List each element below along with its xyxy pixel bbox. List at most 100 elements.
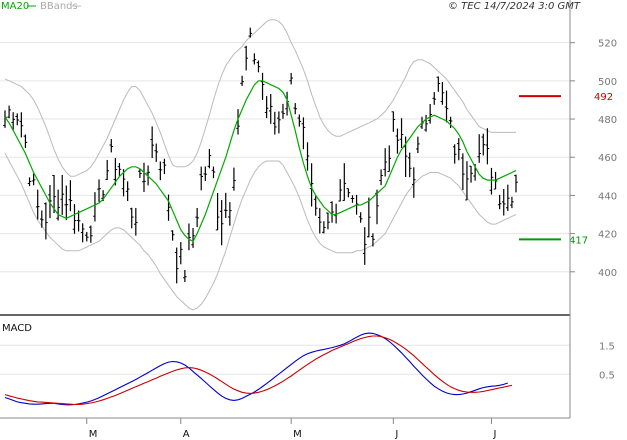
ohlc-bar — [215, 193, 220, 231]
ohlc-bar — [199, 166, 204, 191]
ohlc-bar — [338, 179, 343, 202]
price-tick-label: 440 — [598, 191, 617, 202]
ohlc-bar — [109, 139, 114, 153]
ohlc-bar — [252, 53, 257, 65]
ohlc-bar — [260, 72, 265, 100]
ohlc-bar — [154, 143, 159, 162]
bbands-legend-label: BBands — [40, 1, 78, 12]
ohlc-bar — [76, 210, 81, 232]
ohlc-bar — [387, 145, 392, 172]
ohlc-bar — [228, 202, 232, 226]
ohlc-bar — [68, 180, 73, 212]
support-level-label: 417 — [569, 235, 588, 246]
ohlc-bar — [117, 162, 122, 177]
ohlc-bar — [31, 173, 36, 186]
ohlc-bar — [481, 133, 486, 156]
ohlc-bar — [203, 166, 208, 182]
ohlc-bar — [322, 221, 326, 234]
ohlc-bar — [313, 195, 318, 216]
ohlc-bar — [211, 166, 216, 179]
price-tick-label: 520 — [598, 39, 617, 50]
ohlc-bar — [461, 153, 465, 191]
ohlc-bar — [514, 174, 518, 193]
ohlc-bar — [330, 201, 334, 223]
bband-lower-line — [4, 153, 517, 311]
price-tick-label: 460 — [598, 153, 617, 164]
time-tick-label: J — [394, 429, 398, 440]
ohlc-bar — [424, 114, 428, 132]
ohlc-bar — [342, 163, 347, 201]
ohlc-bar — [80, 223, 85, 243]
ohlc-bar — [129, 207, 134, 229]
signal-line — [4, 335, 513, 406]
ma20-line — [4, 80, 517, 243]
ohlc-bar — [383, 148, 387, 177]
ohlc-bar — [428, 103, 432, 124]
ohlc-bar — [301, 117, 306, 150]
ohlc-bar — [506, 184, 510, 212]
ohlc-bar — [452, 144, 457, 164]
ohlc-bar — [399, 118, 404, 148]
resistance-level-label: 492 — [594, 92, 613, 103]
ohlc-bar — [39, 210, 44, 228]
ohlc-bar — [64, 185, 69, 221]
ohlc-bar — [232, 167, 236, 191]
ohlc-bar — [162, 158, 167, 175]
moving-average — [4, 80, 517, 243]
bollinger-bands — [4, 19, 517, 311]
ohlc-bar — [170, 230, 175, 241]
price-bars — [3, 27, 518, 284]
ohlc-bar — [367, 197, 371, 238]
ohlc-bar — [440, 82, 445, 105]
ohlc-bar — [134, 207, 138, 236]
ohlc-bar — [293, 103, 298, 115]
ohlc-bar — [281, 103, 285, 119]
ohlc-bar — [501, 189, 506, 216]
ohlc-bar — [485, 128, 490, 165]
ohlc-bar — [407, 152, 412, 178]
macd-title: MACD — [2, 323, 32, 334]
ohlc-bar — [444, 90, 449, 123]
ohlc-bar — [48, 185, 52, 219]
ohlc-bar — [150, 126, 154, 159]
ohlc-bar — [277, 111, 281, 134]
ohlc-bar — [379, 169, 383, 186]
macd-lines — [4, 332, 513, 406]
ohlc-bar — [326, 212, 330, 230]
ohlc-bar — [52, 174, 56, 214]
ohlc-bar — [138, 168, 142, 178]
ohlc-bar — [346, 188, 351, 198]
macd-tick-label: 1.5 — [599, 341, 615, 352]
ohlc-bar — [158, 161, 163, 181]
ohlc-bar — [7, 105, 11, 119]
ma-legend-label: MA20 — [1, 1, 29, 12]
ohlc-bar — [465, 161, 469, 201]
price-axis: 400 420 440 460 480 500 520 — [570, 39, 617, 279]
ohlc-bar — [273, 111, 277, 135]
ohlc-bar — [436, 76, 441, 92]
ohlc-bar — [432, 92, 437, 105]
ohlc-bar — [84, 231, 89, 242]
ohlc-bar — [289, 72, 293, 85]
price-levels: 492 417 — [519, 92, 613, 246]
ohlc-bar — [195, 208, 199, 228]
ohlc-bar — [416, 136, 420, 154]
time-tick-label: J — [492, 429, 496, 440]
ohlc-bar — [477, 134, 482, 163]
ohlc-bar — [15, 113, 20, 126]
ohlc-bar — [297, 114, 302, 127]
ohlc-bar — [187, 223, 191, 251]
ohlc-bar — [27, 177, 32, 187]
ohlc-bar — [469, 165, 473, 183]
ohlc-bar — [125, 181, 130, 202]
ohlc-bar — [23, 134, 28, 149]
ohlc-bar — [60, 174, 65, 215]
ohlc-bar — [448, 116, 453, 128]
ohlc-bar — [19, 112, 24, 138]
ohlc-bar — [97, 179, 101, 202]
ohlc-bar — [240, 75, 244, 86]
ohlc-bar — [317, 208, 322, 234]
ohlc-bar — [456, 138, 461, 161]
ohlc-bar — [412, 167, 416, 198]
ohlc-bar — [146, 165, 150, 186]
